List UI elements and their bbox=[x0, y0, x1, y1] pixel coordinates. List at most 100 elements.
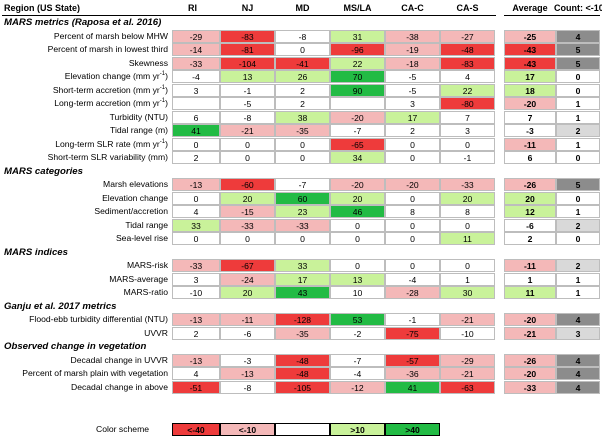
value-cell: -1 bbox=[385, 313, 440, 326]
value-cell: -48 bbox=[275, 367, 330, 380]
row-label: Short-term accretion (mm yr-1) bbox=[53, 84, 168, 97]
value-cell: 2 bbox=[172, 326, 220, 340]
unit-superscript: -1 bbox=[159, 71, 166, 78]
legend-light-red: <-10 bbox=[220, 423, 275, 436]
value-cell: 1 bbox=[440, 272, 495, 286]
unit-superscript: -1 bbox=[159, 98, 166, 105]
average-cell: 11 bbox=[504, 286, 556, 299]
row-label-text: Decadal change in above bbox=[71, 381, 168, 392]
row-label: MARS-risk bbox=[127, 259, 168, 272]
value-cell: -29 bbox=[172, 29, 220, 43]
value-cell: -11 bbox=[220, 313, 275, 326]
count-cell: 2 bbox=[556, 124, 600, 137]
count-cell: 4 bbox=[556, 367, 600, 380]
header-region: Region (US State) bbox=[4, 3, 81, 13]
header-col-ri: RI bbox=[188, 3, 197, 13]
row-label-text: Percent of marsh below MHW bbox=[53, 30, 168, 41]
value-cell: 0 bbox=[172, 232, 220, 245]
average-cell: -20 bbox=[504, 97, 556, 110]
average-cell: -43 bbox=[504, 43, 556, 56]
row-label-text: UVVR bbox=[144, 327, 168, 338]
value-cell: 13 bbox=[220, 70, 275, 83]
count-cell: 0 bbox=[556, 83, 600, 97]
value-cell: -21 bbox=[220, 124, 275, 137]
average-cell: 20 bbox=[504, 191, 556, 205]
value-cell: -14 bbox=[172, 43, 220, 56]
value-cell: 20 bbox=[220, 286, 275, 299]
value-cell: 20 bbox=[440, 191, 495, 205]
value-cell: -83 bbox=[440, 56, 495, 70]
row-label-text: Tidal range bbox=[125, 219, 168, 230]
value-cell: -57 bbox=[385, 353, 440, 367]
header-divider-right bbox=[504, 15, 600, 16]
row-label: Percent of marsh below MHW bbox=[54, 30, 168, 43]
row-label-text: Short-term accretion (mm yr bbox=[52, 84, 160, 95]
value-cell: 0 bbox=[220, 137, 275, 151]
value-cell: 0 bbox=[385, 232, 440, 245]
value-cell: -6 bbox=[220, 326, 275, 340]
value-cell: -19 bbox=[385, 43, 440, 56]
value-cell: -105 bbox=[275, 380, 330, 394]
value-cell: -8 bbox=[220, 380, 275, 394]
value-cell: 10 bbox=[330, 286, 385, 299]
average-cell: -25 bbox=[504, 29, 556, 43]
value-cell: 4 bbox=[440, 70, 495, 83]
average-cell: -26 bbox=[504, 178, 556, 191]
count-cell: 1 bbox=[556, 272, 600, 286]
value-cell: 8 bbox=[385, 205, 440, 218]
value-cell: -67 bbox=[220, 259, 275, 272]
value-cell bbox=[330, 97, 385, 110]
value-cell: -15 bbox=[220, 205, 275, 218]
value-cell: 4 bbox=[172, 205, 220, 218]
legend-label: Color scheme bbox=[96, 424, 150, 434]
average-cell: -6 bbox=[504, 218, 556, 232]
row-label-text: Percent of marsh in lowest third bbox=[47, 44, 168, 54]
value-cell: -65 bbox=[330, 137, 385, 151]
value-cell: 70 bbox=[330, 70, 385, 83]
unit-superscript: -1 bbox=[159, 84, 166, 91]
legend-light-green: >10 bbox=[330, 423, 385, 436]
count-cell: 2 bbox=[556, 218, 600, 232]
section-title: Ganju et al. 2017 metrics bbox=[4, 300, 117, 312]
value-cell: 3 bbox=[440, 124, 495, 137]
value-cell: 2 bbox=[172, 151, 220, 164]
count-cell: 0 bbox=[556, 151, 600, 164]
header-count: Count: <-10 bbox=[554, 3, 602, 13]
value-cell: 33 bbox=[275, 259, 330, 272]
value-cell: -41 bbox=[275, 56, 330, 70]
row-label-text: Short-term SLR variability (mm) bbox=[47, 152, 168, 162]
value-cell: -13 bbox=[172, 178, 220, 191]
row-label: Percent of marsh in lowest third bbox=[48, 43, 168, 56]
value-cell: 22 bbox=[440, 83, 495, 97]
value-cell: 7 bbox=[440, 110, 495, 124]
value-cell: 0 bbox=[330, 259, 385, 272]
value-cell: 3 bbox=[172, 272, 220, 286]
value-cell: 0 bbox=[330, 232, 385, 245]
value-cell: 0 bbox=[385, 151, 440, 164]
value-cell: -5 bbox=[220, 97, 275, 110]
row-label: Turbidity (NTU) bbox=[110, 111, 168, 124]
value-cell: -80 bbox=[440, 97, 495, 110]
value-cell: 0 bbox=[275, 151, 330, 164]
average-cell: -43 bbox=[504, 56, 556, 70]
value-cell: -12 bbox=[330, 380, 385, 394]
value-cell: 2 bbox=[275, 83, 330, 97]
count-cell: 1 bbox=[556, 97, 600, 110]
section-title: MARS categories bbox=[4, 165, 83, 177]
value-cell: 30 bbox=[440, 286, 495, 299]
value-cell: 41 bbox=[385, 380, 440, 394]
value-cell: 90 bbox=[330, 83, 385, 97]
average-cell: 2 bbox=[504, 232, 556, 245]
row-label-text: Elevation change (mm yr bbox=[64, 71, 160, 81]
value-cell: -60 bbox=[220, 178, 275, 191]
value-cell: 34 bbox=[330, 151, 385, 164]
average-cell: 18 bbox=[504, 83, 556, 97]
value-cell: 0 bbox=[440, 259, 495, 272]
value-cell: 0 bbox=[275, 137, 330, 151]
average-cell: -3 bbox=[504, 124, 556, 137]
value-cell: -38 bbox=[385, 29, 440, 43]
header-col-cac: CA-C bbox=[401, 3, 424, 13]
value-cell bbox=[172, 97, 220, 110]
row-label: Sediment/accretion bbox=[94, 205, 168, 218]
row-label: Decadal change in above bbox=[71, 381, 168, 394]
